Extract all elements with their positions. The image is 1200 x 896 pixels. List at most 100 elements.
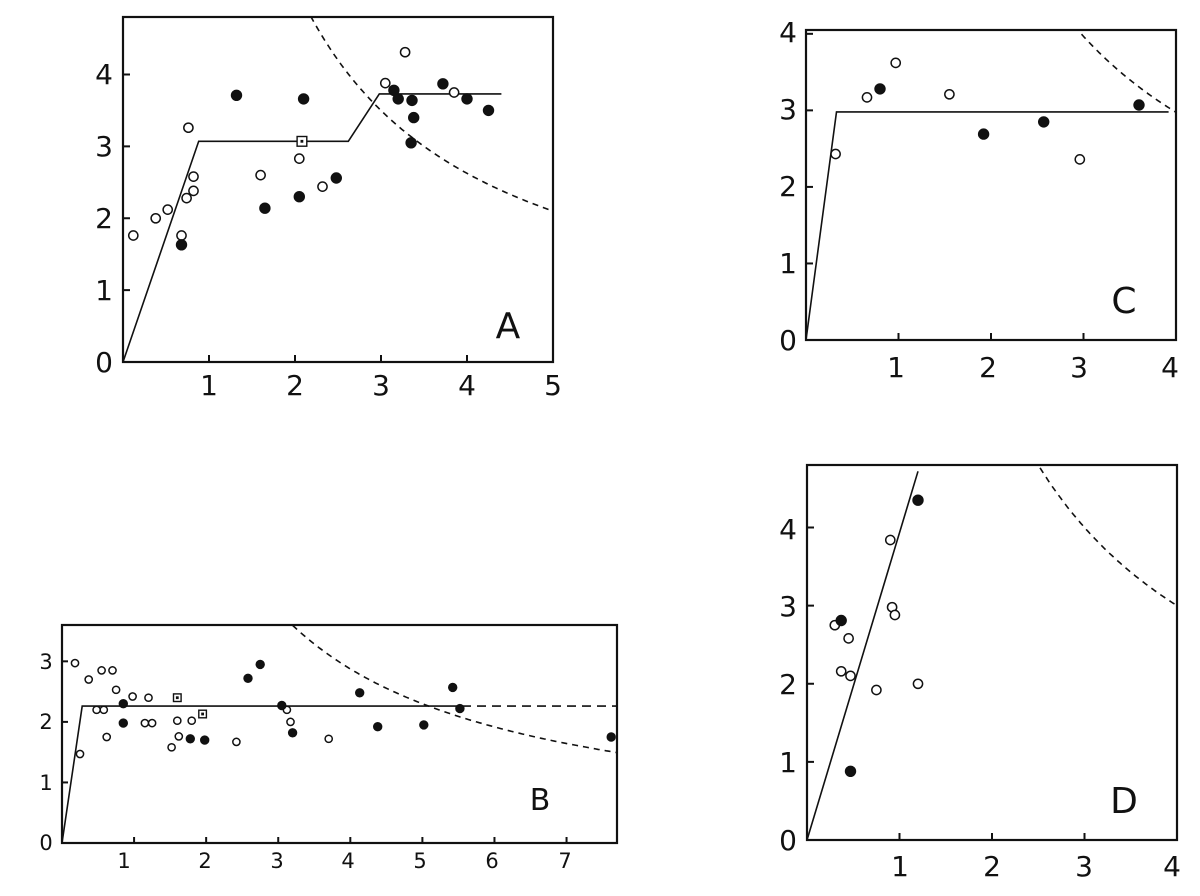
open-point [140,718,150,728]
filled-point [293,191,305,203]
panel-d-points [829,494,924,777]
panel-d-curve [1037,465,1177,607]
filled-point [1038,116,1050,128]
panel-d-fit [806,471,919,841]
open-point [232,737,241,747]
filled-point [259,202,271,214]
panel-d-xtick-label: 4 [1163,850,1181,883]
filled-point [200,735,210,745]
boundary-curve [310,17,553,212]
filled-point [243,673,253,683]
open-point [167,742,176,752]
square-point-center [201,712,204,716]
panel-c-xtick-label: 3 [1070,351,1088,384]
panel-c-ytick-label: 1 [779,247,797,280]
open-point [286,717,295,727]
panel-a-xtick-label: 3 [372,369,390,402]
panel-b-xtick-label: 5 [413,849,426,873]
panel-c-xtick-label: 1 [887,351,905,384]
panel-d: 1 2 3 4 0 1 2 3 4 D [779,463,1181,883]
filled-point [1133,99,1145,111]
open-point [944,88,955,100]
panel-b-xtick-label: 2 [198,849,211,873]
open-point [889,609,901,621]
panel-b-frame [60,623,619,845]
filled-point [185,734,196,744]
panel-c-xtick-label: 2 [979,351,997,384]
panel-c-ytick-labels: 0 1 2 3 4 [779,16,797,357]
filled-point [118,718,129,728]
panel-a-frame [121,15,555,364]
panel-c-xtick-labels: 1 2 3 4 [887,351,1179,384]
filled-point [277,700,287,711]
panel-d-ytick-label: 1 [779,746,797,779]
panel-d-ytick-labels: 0 1 2 3 4 [779,513,797,857]
panel-b-letter: B [530,783,551,818]
panel-a-xtick-labels: 1 2 3 4 5 [200,369,562,402]
open-point [97,666,106,675]
open-point [255,169,266,181]
panel-b-fit [61,705,617,844]
panel-a-letter: A [496,306,521,347]
panel-b-curve [292,625,617,754]
panel-c-curve [1076,30,1176,113]
filled-point [912,494,924,506]
open-point [92,705,101,715]
open-point [324,734,334,744]
panel-c-points [830,57,1145,165]
square-point-center [300,139,304,143]
panel-d-ticks [807,526,1086,840]
panel-c-ytick-label: 4 [779,16,797,49]
panel-b-xtick-labels: 1 2 3 4 5 6 7 [117,849,571,873]
panel-a-ytick-labels: 0 1 2 3 4 [95,58,113,379]
panel-a-xtick-label: 5 [544,369,562,402]
filled-point [406,94,418,107]
open-point [176,230,187,241]
open-point [128,692,137,701]
filled-point [419,720,429,730]
panel-c-fit [805,111,1169,341]
panel-b-ticks [62,660,568,843]
filled-point [482,104,495,117]
open-point [181,192,192,204]
filled-point [835,614,847,627]
open-point [102,732,112,742]
square-point-center [175,696,179,700]
filled-point [355,688,365,698]
open-point [150,212,162,224]
open-point [379,77,391,89]
filled-point [330,172,342,184]
filled-point [874,83,886,95]
panel-a-curve [310,17,553,212]
open-point [127,230,139,241]
open-point [830,148,841,160]
open-point [162,204,174,215]
open-point [399,46,411,58]
open-point [187,716,197,726]
panel-a-xtick-label: 4 [458,369,476,402]
boundary-curve [292,625,617,754]
panel-c-letter: C [1111,281,1136,322]
open-point [890,57,902,69]
panel-c: 1 2 3 4 0 1 2 3 4 C [779,16,1179,384]
filled-point [175,239,188,251]
panel-b-xtick-label: 3 [270,849,283,873]
panel-c-ytick-label: 0 [779,324,797,357]
fit-line [122,93,502,363]
panel-a-xtick-label: 2 [286,369,304,402]
filled-point [287,728,298,738]
open-point [144,693,153,703]
panel-b-ytick-label: 3 [39,650,52,674]
filled-point [437,78,449,90]
filled-point [230,89,243,102]
open-point [111,685,121,695]
panel-a-xtick-label: 1 [200,369,218,402]
panel-a-ytick-label: 0 [95,346,113,379]
panel-b-xtick-label: 6 [485,849,498,873]
open-point [172,716,182,726]
open-point [317,181,328,192]
panel-b-points [70,658,616,759]
open-point [293,153,305,164]
panel-b-xtick-label: 4 [341,849,354,873]
panel-a-fit [122,93,502,363]
